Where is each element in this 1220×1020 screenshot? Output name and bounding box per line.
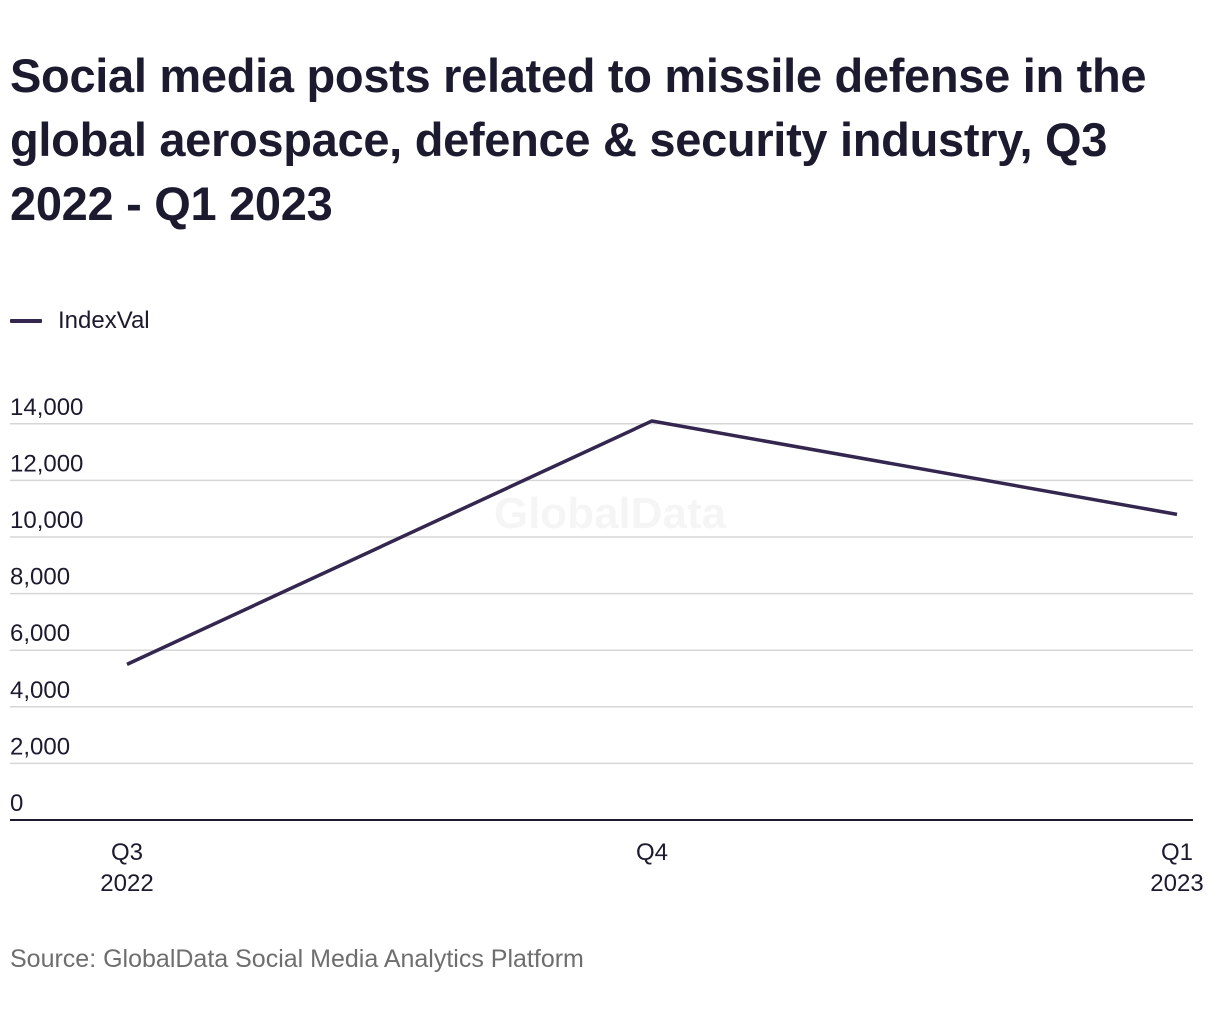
y-tick-label: 12,000 [10, 450, 83, 477]
y-tick-label: 2,000 [10, 733, 70, 760]
y-tick-label: 0 [10, 790, 23, 817]
x-tick-label: Q3 2022 [100, 839, 153, 897]
x-tick-label: Q1 2023 [1150, 839, 1203, 897]
x-tick-label: Q4 [636, 839, 668, 866]
chart-title: Social media posts related to missile de… [10, 49, 1147, 230]
y-tick-label: 8,000 [10, 564, 70, 591]
y-tick-label: 4,000 [10, 677, 70, 704]
legend: IndexVal [10, 306, 150, 336]
y-tick-label: 14,000 [10, 394, 83, 421]
y-tick-label: 6,000 [10, 620, 70, 647]
series-line [126, 419, 1178, 666]
y-tick-label: 10,000 [10, 507, 83, 534]
legend-label: IndexVal [58, 307, 150, 334]
watermark: GlobalData [494, 489, 727, 538]
legend-swatch [10, 319, 42, 323]
source-note: Source: GlobalData Social Media Analytic… [10, 945, 584, 973]
